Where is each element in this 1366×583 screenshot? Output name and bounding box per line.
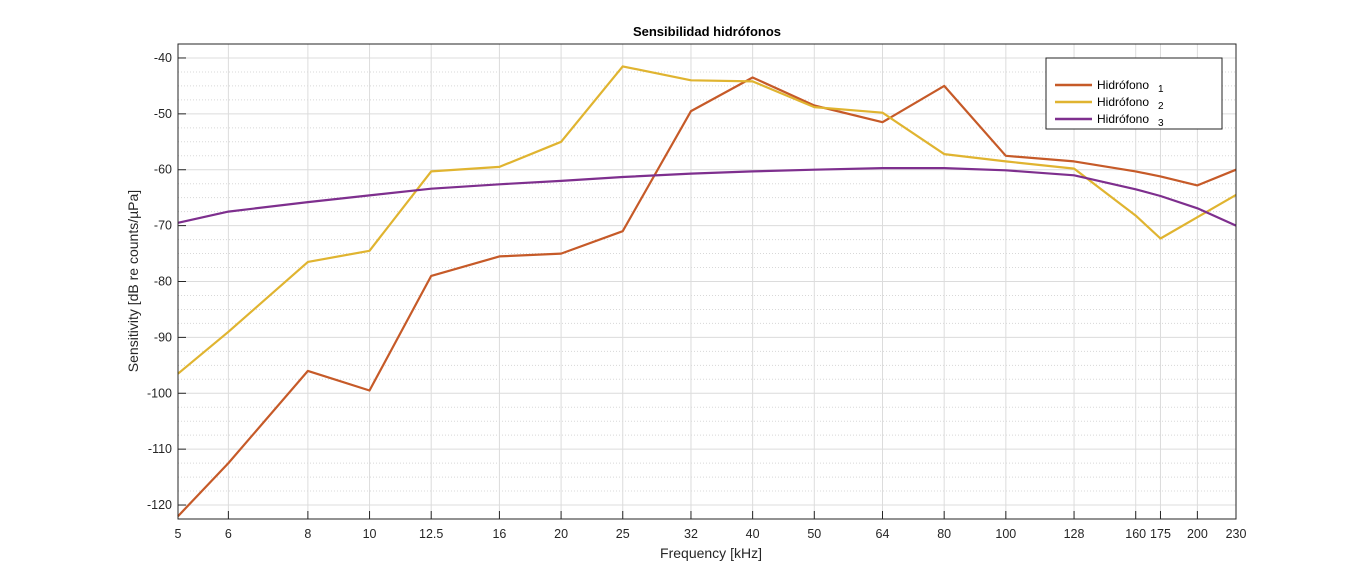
y-tick-label: -70 — [154, 219, 172, 233]
legend-label-1: Hidrófono — [1097, 78, 1149, 92]
x-tick-label: 25 — [616, 527, 630, 541]
legend-index-2: 2 — [1158, 101, 1164, 112]
x-tick-label: 230 — [1226, 527, 1247, 541]
x-tick-label: 100 — [995, 527, 1016, 541]
y-tick-label: -60 — [154, 163, 172, 177]
x-tick-label: 20 — [554, 527, 568, 541]
x-tick-label: 10 — [363, 527, 377, 541]
legend: Hidrófono 1 Hidrófono 2 Hidrófono 3 — [1045, 57, 1223, 130]
y-axis-label: Sensitivity [dB re counts/µPa] — [125, 190, 141, 372]
legend-label-3: Hidrófono — [1097, 112, 1149, 126]
x-tick-label: 50 — [807, 527, 821, 541]
legend-label-2: Hidrófono — [1097, 95, 1149, 109]
x-tick-label: 5 — [175, 527, 182, 541]
series-line-2 — [177, 65, 1237, 375]
x-tick-label: 32 — [684, 527, 698, 541]
x-tick-label: 64 — [876, 527, 890, 541]
chart-title: Sensibilidad hidrófonos — [633, 24, 781, 39]
legend-box — [1045, 57, 1223, 130]
x-ticks: 5 6 8 10 12.5 16 20 25 32 40 50 64 80 100 128 160 175 200… — [175, 511, 1247, 541]
x-tick-label: 160 — [1125, 527, 1146, 541]
y-tick-label: -80 — [154, 275, 172, 289]
y-ticks: -120 -110 -100 -90 -80 -70 -60 -50 -40 — [147, 51, 186, 512]
series-line-1 — [177, 76, 1237, 517]
x-tick-label: 6 — [225, 527, 232, 541]
x-tick-label: 200 — [1187, 527, 1208, 541]
x-tick-label: 175 — [1150, 527, 1171, 541]
x-tick-label: 12.5 — [419, 527, 443, 541]
y-tick-label: -100 — [147, 386, 172, 400]
series-line-3 — [177, 167, 1237, 227]
series-layer — [177, 65, 1237, 517]
y-tick-label: -40 — [154, 51, 172, 65]
x-tick-label: 128 — [1064, 527, 1085, 541]
legend-index-1: 1 — [1158, 84, 1164, 95]
x-tick-label: 80 — [937, 527, 951, 541]
x-tick-label: 16 — [492, 527, 506, 541]
y-tick-label: -120 — [147, 498, 172, 512]
y-tick-label: -50 — [154, 107, 172, 121]
y-tick-label: -110 — [148, 442, 172, 456]
legend-index-3: 3 — [1158, 118, 1164, 129]
x-axis-label: Frequency [kHz] — [660, 545, 762, 561]
x-tick-label: 40 — [746, 527, 760, 541]
y-tick-label: -90 — [154, 330, 172, 344]
x-tick-label: 8 — [304, 527, 311, 541]
